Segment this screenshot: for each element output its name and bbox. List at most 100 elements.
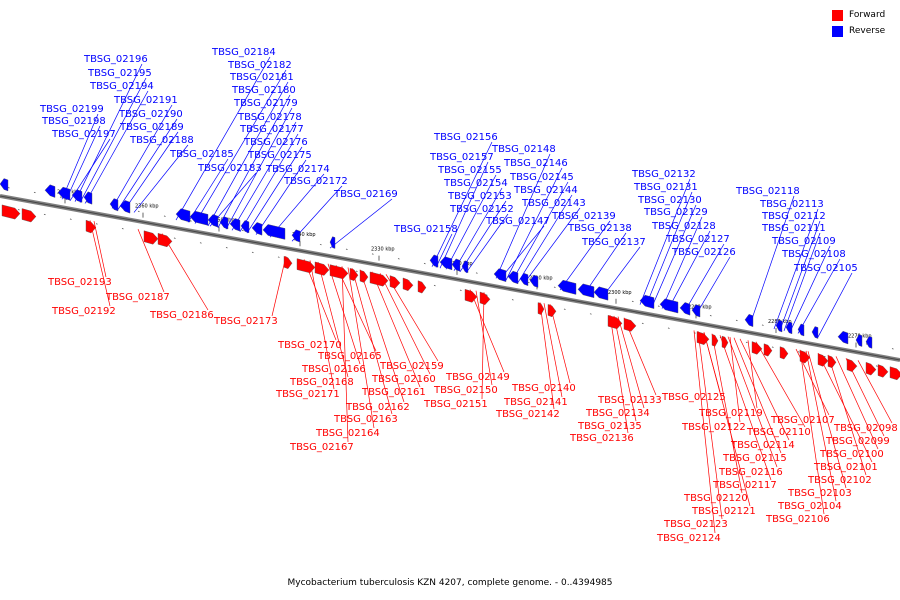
axis-minor-mark (761, 324, 764, 326)
axis-minor-mark (293, 239, 296, 241)
reverse-gene-arrow (0, 178, 9, 192)
label-leader-line (651, 204, 697, 307)
label-leader-line (469, 289, 505, 373)
forward-gene-label: TBSG_02164 (315, 428, 380, 439)
label-leader-line (359, 269, 405, 403)
axis-minor-mark (345, 248, 348, 251)
label-leader-line (749, 195, 795, 325)
label-leader-line (439, 161, 489, 269)
label-leader-line (379, 273, 431, 375)
forward-gene-label: TBSG_02193 (47, 277, 112, 288)
forward-gene-arrow (779, 346, 789, 360)
label-leader-line (111, 104, 173, 209)
label-leader-line (231, 121, 297, 231)
axis-minor-mark (641, 322, 644, 325)
reverse-gene-label: TBSG_02185 (169, 149, 234, 160)
label-leader-line (697, 331, 723, 520)
reverse-gene-label: TBSG_02143 (521, 198, 586, 209)
label-leader-line (133, 144, 189, 213)
label-leader-line (69, 138, 111, 201)
axis-minor-mark (797, 351, 800, 353)
forward-gene-arrow (296, 258, 316, 274)
forward-gene-label: TBSG_02166 (301, 364, 366, 375)
reverse-gene-arrow (639, 294, 655, 309)
reverse-gene-label: TBSG_02196 (83, 54, 148, 65)
axis-tick-label: 2360 kbp (135, 204, 159, 210)
axis-minor-mark (563, 308, 566, 310)
label-leader-line (84, 90, 149, 204)
label-leader-line (783, 232, 821, 331)
axis-minor-mark (95, 223, 98, 225)
label-leader-line (371, 271, 421, 388)
label-leader-line (543, 303, 563, 398)
reverse-gene-label: TBSG_02111 (761, 223, 826, 234)
reverse-gene-label: TBSG_02146 (503, 158, 568, 169)
label-leader-line (695, 256, 731, 316)
axis-minor-mark (667, 327, 670, 329)
reverse-gene-label: TBSG_02148 (491, 144, 556, 155)
forward-gene-label: TBSG_02110 (746, 427, 811, 438)
forward-gene-label: TBSG_02168 (289, 377, 354, 388)
forward-gene-label: TBSG_02136 (569, 433, 634, 444)
forward-gene-label: TBSG_02098 (833, 423, 898, 434)
label-leader-line (303, 259, 337, 341)
reverse-gene-label: TBSG_02144 (513, 185, 578, 196)
axis-minor-mark (173, 237, 176, 239)
label-leader-line (351, 268, 393, 415)
forward-gene-arrow (547, 304, 557, 318)
reverse-gene-label: TBSG_02183 (197, 163, 262, 174)
forward-gene-label: TBSG_02159 (379, 361, 444, 372)
label-leader-line (161, 233, 209, 311)
axis-minor-mark (17, 209, 20, 211)
label-leader-line (453, 187, 503, 271)
forward-gene-label: TBSG_02115 (722, 453, 787, 464)
axis-minor-mark (485, 294, 488, 296)
reverse-gene-arrow (855, 334, 863, 347)
label-leader-line (89, 220, 111, 307)
label-leader-line (827, 354, 867, 476)
forward-gene-arrow (21, 208, 37, 223)
reverse-gene-label: TBSG_02195 (87, 68, 152, 79)
label-leader-line (74, 63, 143, 202)
reverse-gene-arrow (119, 200, 131, 214)
forward-gene-label: TBSG_02124 (656, 533, 721, 544)
forward-gene-arrow (817, 353, 829, 367)
label-leader-line (779, 220, 821, 331)
axis-minor-mark (199, 242, 202, 244)
label-leader-line (797, 258, 841, 334)
label-leader-line (799, 349, 825, 515)
axis-minor-mark (745, 341, 748, 344)
axis-minor-mark (189, 220, 192, 222)
forward-gene-arrow (846, 358, 858, 372)
reverse-gene-label: TBSG_02137 (581, 237, 646, 248)
legend-reverse-swatch (832, 25, 843, 37)
reverse-gene-arrow (262, 224, 286, 240)
forward-gene-arrow (763, 343, 773, 357)
forward-gene-label: TBSG_02149 (445, 372, 510, 383)
axis-minor-mark (277, 256, 280, 258)
reverse-gene-arrow (493, 268, 507, 282)
axis-minor-mark (241, 229, 244, 232)
genome-axis-line-core (0, 195, 900, 361)
label-leader-line (549, 304, 571, 384)
label-leader-line (817, 272, 853, 338)
label-leader-line (435, 233, 453, 268)
reverse-gene-label: TBSG_02179 (233, 98, 298, 109)
label-leader-line (511, 181, 569, 282)
label-leader-line (329, 198, 393, 249)
axis-minor-mark (371, 253, 374, 255)
reverse-gene-label: TBSG_02118 (735, 186, 800, 197)
label-leader-line (137, 229, 165, 293)
label-leader-line (499, 225, 545, 280)
reverse-gene-label: TBSG_02177 (239, 124, 304, 135)
label-leader-line (719, 335, 772, 481)
axis-minor-mark (355, 270, 358, 273)
forward-gene-arrow (877, 364, 889, 378)
axis-minor-mark (657, 305, 660, 307)
label-leader-line (209, 172, 257, 227)
forward-gene-label: TBSG_02133 (597, 395, 662, 406)
forward-gene-label: TBSG_02187 (105, 292, 170, 303)
label-leader-line (609, 315, 629, 434)
gene-label-layer: TBSG_02196 TBSG_02195 TBSG_02194 TBSG_02199… (39, 47, 898, 544)
forward-gene-label: TBSG_02107 (770, 415, 835, 426)
